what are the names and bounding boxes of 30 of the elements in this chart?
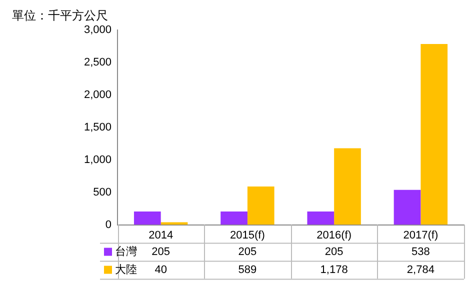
y-tick-label: 1,500 [84, 121, 112, 134]
data-label: 2,784 [406, 264, 434, 276]
x-tick-label: 2014 [148, 229, 174, 242]
data-label: 205 [238, 246, 257, 258]
y-tick-label: 2,500 [84, 56, 112, 68]
y-tick-label: 3,000 [84, 24, 112, 36]
bar [420, 44, 448, 225]
y-tick-label: 500 [93, 186, 112, 198]
bar [394, 190, 421, 225]
data-label: 538 [412, 246, 430, 258]
bar [247, 186, 274, 225]
bar [307, 211, 334, 225]
bar [334, 148, 361, 225]
legend-label: 台灣 [115, 244, 137, 258]
x-tick-label: 2016(f) [316, 229, 352, 242]
bar [160, 222, 188, 225]
y-tick-label: 1,000 [84, 154, 112, 166]
y-tick-label: 0 [105, 218, 112, 231]
data-label: 40 [154, 264, 167, 276]
data-label: 205 [324, 246, 344, 258]
x-tick-label: 2015(f) [230, 229, 265, 242]
data-label: 205 [152, 246, 170, 258]
bar [220, 211, 248, 225]
legend-label: 大陸 [115, 262, 137, 276]
x-tick-label: 2017(f) [403, 229, 438, 242]
y-axis-title: 單位：千平方公尺 [12, 8, 108, 22]
bar [134, 211, 161, 225]
y-tick-label: 2,000 [84, 88, 112, 101]
data-label: 589 [238, 264, 257, 276]
data-label: 1,178 [320, 264, 348, 276]
